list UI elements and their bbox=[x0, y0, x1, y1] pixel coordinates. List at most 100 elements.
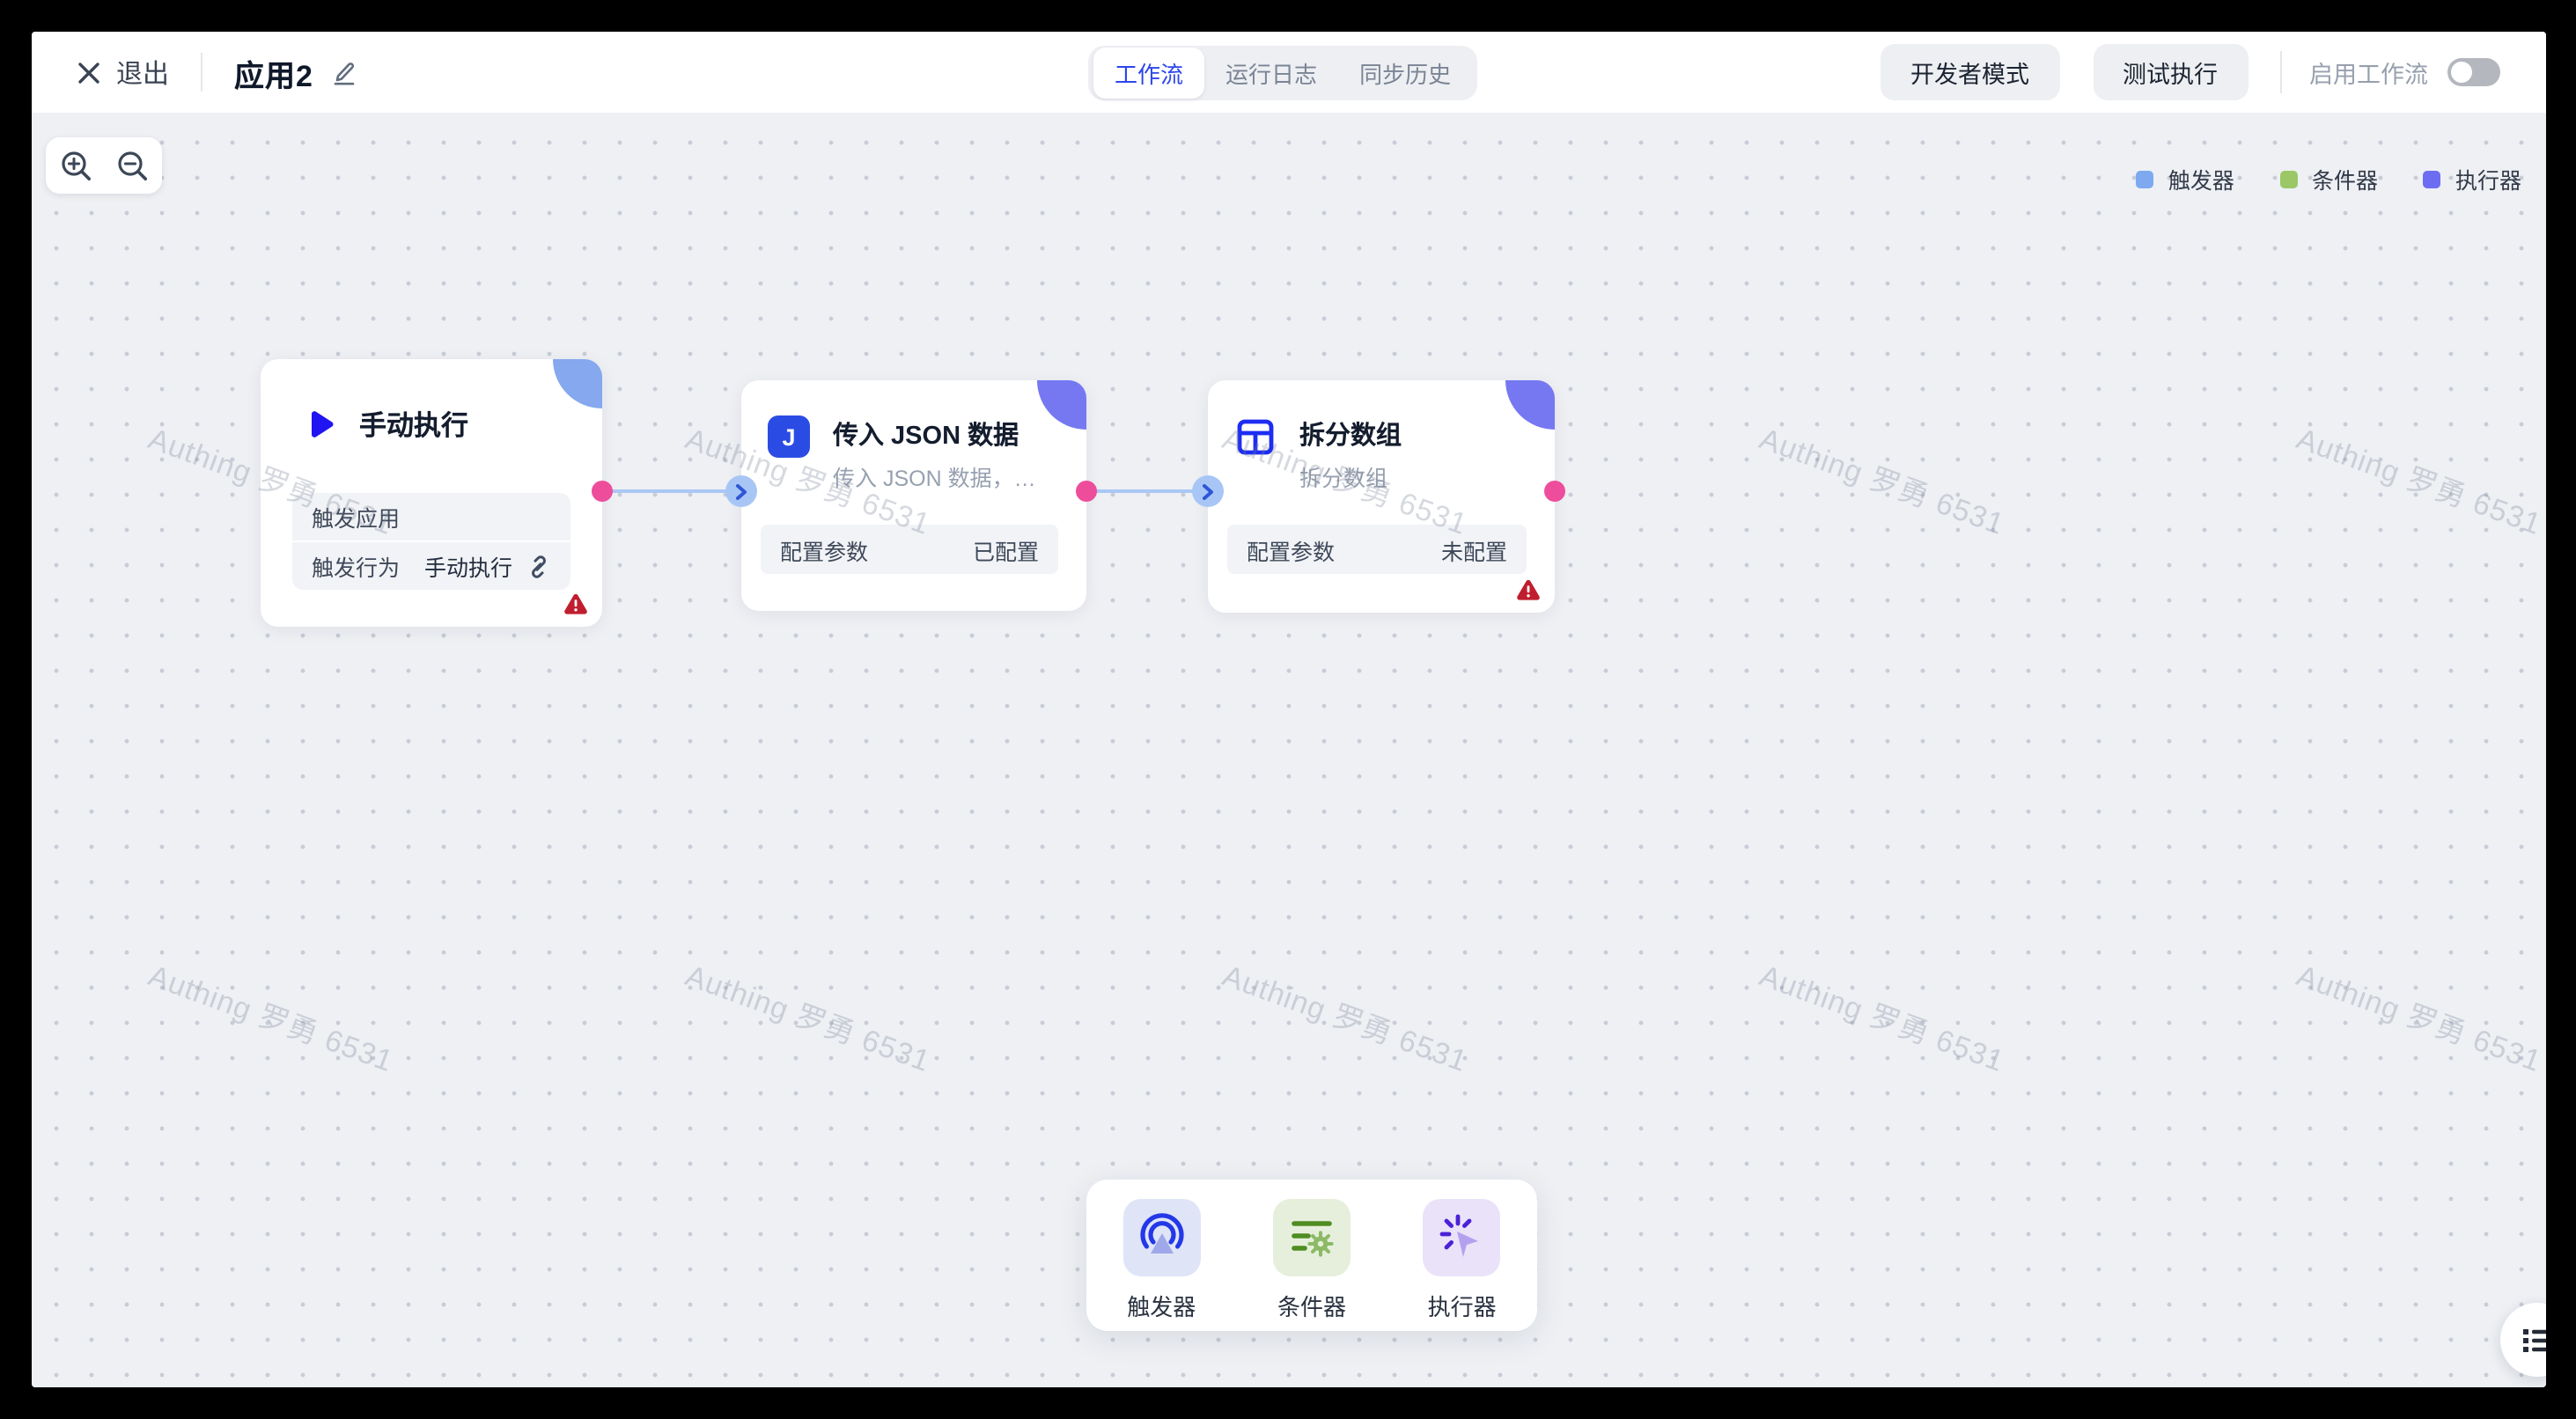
output-port-node3[interactable] bbox=[1544, 481, 1565, 502]
node-header-text: 传入 JSON 数据 传入 JSON 数据，… bbox=[833, 415, 1036, 493]
tab-run-logs[interactable]: 运行日志 bbox=[1225, 62, 1318, 88]
legend-item-executor: 执行器 bbox=[2423, 162, 2521, 195]
row-status: 未配置 bbox=[1440, 540, 1507, 564]
workflow-editor-window: 退出 应用2 工作流 运行日志 同步历史 开发者模式 测试执行 bbox=[32, 32, 2546, 1387]
link-icon[interactable] bbox=[526, 554, 551, 578]
config-row-params[interactable]: 配置参数 未配置 bbox=[1227, 525, 1527, 574]
row-label: 触发行为 bbox=[312, 556, 401, 581]
zoom-controls bbox=[46, 137, 162, 194]
node-header: J 传入 JSON 数据 传入 JSON 数据，… bbox=[741, 380, 1086, 493]
watermark: Authing 罗勇 6531 bbox=[681, 959, 935, 1079]
watermark: Authing 罗勇 6531 bbox=[2292, 959, 2546, 1079]
palette-label: 触发器 bbox=[1127, 1294, 1196, 1320]
legend-label: 触发器 bbox=[2168, 169, 2234, 194]
zoom-out-button[interactable] bbox=[115, 149, 149, 182]
palette-item-trigger[interactable]: 触发器 bbox=[1094, 1199, 1228, 1322]
play-icon bbox=[311, 411, 334, 437]
grid-icon bbox=[1234, 415, 1277, 458]
legend-label: 执行器 bbox=[2455, 169, 2521, 194]
config-row-params[interactable]: 配置参数 已配置 bbox=[761, 525, 1058, 574]
json-app-icon: J bbox=[768, 415, 810, 458]
node-json-input[interactable]: J 传入 JSON 数据 传入 JSON 数据，… 配置参数 已配置 bbox=[741, 380, 1086, 611]
enable-workflow-toggle[interactable] bbox=[2447, 58, 2500, 86]
tab-workflow[interactable]: 工作流 bbox=[1093, 48, 1205, 99]
row-label: 触发应用 bbox=[312, 507, 401, 532]
edit-title-button[interactable] bbox=[331, 59, 357, 85]
edge-node1-node2 bbox=[602, 489, 741, 493]
corner-fold-trigger bbox=[553, 359, 602, 408]
output-port-node1[interactable] bbox=[592, 481, 613, 502]
toggle-knob bbox=[2451, 62, 2472, 83]
legend-item-condition: 条件器 bbox=[2279, 162, 2378, 195]
legend-label: 条件器 bbox=[2311, 169, 2378, 194]
edge-node2-node3 bbox=[1086, 489, 1208, 493]
watermark: Authing 罗勇 6531 bbox=[144, 959, 398, 1079]
enable-workflow-label: 启用工作流 bbox=[2309, 62, 2428, 88]
divider bbox=[201, 53, 203, 92]
node-palette: 触发器 bbox=[1086, 1180, 1537, 1331]
warning-icon bbox=[1516, 579, 1541, 602]
view-tabs: 工作流 运行日志 同步历史 bbox=[1088, 46, 1478, 100]
close-icon bbox=[78, 62, 99, 83]
edge-arrow-button-1[interactable] bbox=[725, 475, 757, 507]
watermark: Authing 罗勇 6531 bbox=[1755, 422, 2009, 542]
trigger-broadcast-icon bbox=[1122, 1199, 1201, 1276]
top-bar-right: 开发者模式 测试执行 启用工作流 bbox=[1880, 44, 2500, 100]
page-title: 应用2 bbox=[234, 59, 313, 92]
condition-color-swatch bbox=[2279, 170, 2298, 187]
node-config-rows: 配置参数 已配置 bbox=[761, 525, 1058, 574]
node-manual-trigger[interactable]: 手动执行 触发应用 触发行为 手动执行 bbox=[261, 359, 602, 627]
node-title: 传入 JSON 数据 bbox=[833, 423, 1019, 451]
workflow-canvas[interactable]: Authing 罗勇 6531 Authing 罗勇 6531 Authing … bbox=[32, 113, 2546, 1387]
exit-label: 退出 bbox=[116, 59, 170, 89]
chevron-right-icon bbox=[736, 483, 747, 499]
row-value: 手动执行 bbox=[423, 556, 512, 581]
node-title: 手动执行 bbox=[359, 412, 469, 442]
node-subtitle: 传入 JSON 数据，… bbox=[833, 467, 1036, 491]
palette-label: 执行器 bbox=[1427, 1294, 1497, 1320]
node-config-rows: 触发应用 触发行为 手动执行 bbox=[292, 493, 570, 590]
row-label: 配置参数 bbox=[780, 540, 869, 564]
row-label: 配置参数 bbox=[1247, 540, 1336, 564]
node-config-rows: 配置参数 未配置 bbox=[1227, 525, 1527, 574]
zoom-in-button[interactable] bbox=[59, 149, 92, 182]
legend-item-trigger: 触发器 bbox=[2136, 162, 2234, 195]
divider bbox=[2279, 51, 2281, 93]
test-run-button[interactable]: 测试执行 bbox=[2093, 44, 2248, 100]
config-row-trigger-action[interactable]: 触发行为 手动执行 bbox=[292, 542, 570, 590]
watermark: Authing 罗勇 6531 bbox=[1218, 959, 1472, 1079]
tab-sync-history[interactable]: 同步历史 bbox=[1359, 62, 1452, 88]
node-title: 拆分数组 bbox=[1299, 423, 1402, 451]
node-type-legend: 触发器 条件器 执行器 bbox=[2136, 162, 2521, 195]
watermark: Authing 罗勇 6531 bbox=[1755, 959, 2009, 1079]
config-row-trigger-app[interactable]: 触发应用 bbox=[292, 493, 570, 540]
output-port-node2[interactable] bbox=[1076, 481, 1097, 502]
watermark: Authing 罗勇 6531 bbox=[2292, 422, 2546, 542]
palette-label: 条件器 bbox=[1277, 1294, 1346, 1320]
node-header: 拆分数组 拆分数组 bbox=[1208, 380, 1555, 493]
executor-click-icon bbox=[1423, 1199, 1501, 1276]
edge-arrow-button-2[interactable] bbox=[1192, 475, 1224, 507]
warning-icon bbox=[563, 593, 588, 616]
exit-button[interactable]: 退出 bbox=[77, 54, 169, 91]
list-icon bbox=[2522, 1328, 2546, 1351]
node-header: 手动执行 bbox=[261, 359, 602, 444]
minimap-list-button[interactable] bbox=[2500, 1303, 2546, 1377]
palette-item-condition[interactable]: 条件器 bbox=[1245, 1199, 1379, 1322]
trigger-color-swatch bbox=[2136, 170, 2154, 187]
developer-mode-button[interactable]: 开发者模式 bbox=[1880, 44, 2059, 100]
pencil-icon bbox=[334, 62, 355, 85]
chevron-right-icon bbox=[1203, 483, 1213, 499]
row-status: 已配置 bbox=[972, 540, 1039, 564]
corner-fold-executor bbox=[1505, 380, 1555, 430]
node-subtitle: 拆分数组 bbox=[1299, 467, 1388, 491]
corner-fold-executor bbox=[1037, 380, 1086, 430]
condition-filter-gear-icon bbox=[1272, 1199, 1351, 1276]
palette-item-executor[interactable]: 执行器 bbox=[1395, 1199, 1529, 1322]
node-header-text: 拆分数组 拆分数组 bbox=[1299, 415, 1402, 493]
executor-color-swatch bbox=[2423, 170, 2441, 187]
node-split-array[interactable]: 拆分数组 拆分数组 配置参数 未配置 bbox=[1208, 380, 1555, 613]
top-bar: 退出 应用2 工作流 运行日志 同步历史 开发者模式 测试执行 bbox=[32, 32, 2546, 113]
top-bar-left: 退出 应用2 bbox=[77, 50, 357, 94]
